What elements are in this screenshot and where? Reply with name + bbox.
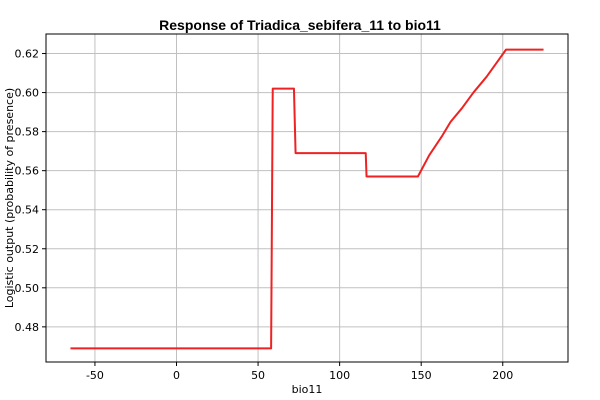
x-tick-label: 200 xyxy=(492,369,513,382)
y-tick-label: 0.56 xyxy=(15,165,40,178)
y-tick-label: 0.48 xyxy=(15,321,40,334)
y-tick-label: 0.54 xyxy=(15,204,40,217)
series-group xyxy=(70,48,544,350)
x-axis-label: bio11 xyxy=(292,383,323,396)
y-tick-label: 0.50 xyxy=(15,282,40,295)
plot-frame xyxy=(45,33,569,363)
y-tick-label: 0.62 xyxy=(15,48,40,61)
y-axis-label: Logistic output (probability of presence… xyxy=(3,88,16,308)
x-tick-label: 100 xyxy=(329,369,350,382)
x-tick-label: 150 xyxy=(411,369,432,382)
chart-title: Response of Triadica_sebifera_11 to bio1… xyxy=(159,17,441,33)
y-tick-label: 0.52 xyxy=(15,243,40,256)
y-tick-label: 0.60 xyxy=(15,87,40,100)
grid-lines xyxy=(46,34,568,362)
y-tick-label: 0.58 xyxy=(15,126,40,139)
axis-ticks: -50 0 50 100 150 200 0.48 0.50 0.52 0.54 0.56 0.58 0… xyxy=(15,48,514,382)
x-tick-label: -50 xyxy=(86,369,104,382)
response-line xyxy=(70,48,544,350)
x-tick-label: 0 xyxy=(173,369,180,382)
x-tick-label: 50 xyxy=(251,369,265,382)
